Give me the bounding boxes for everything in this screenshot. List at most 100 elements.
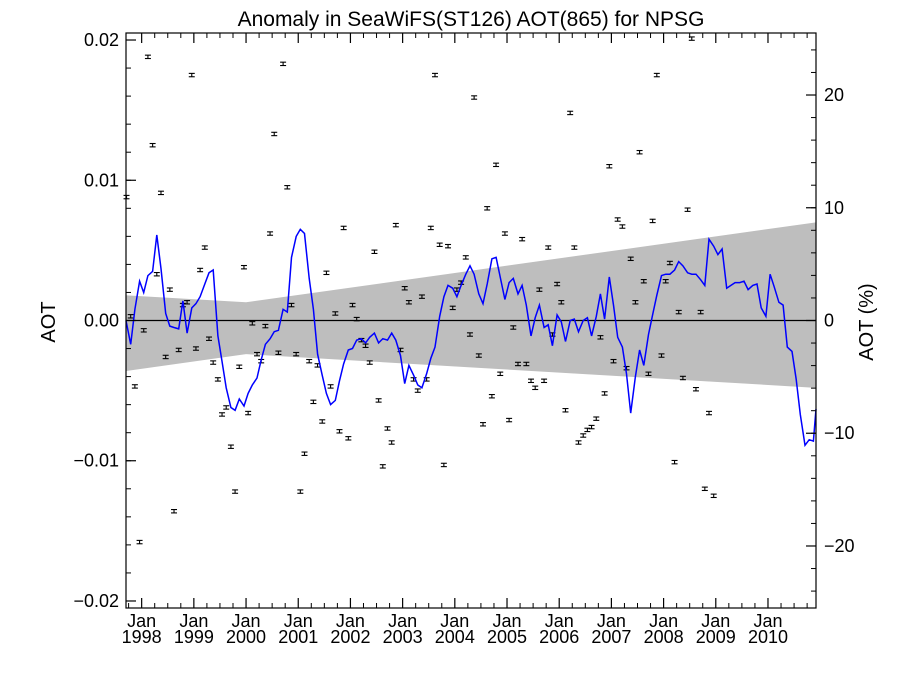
data-point: [575, 440, 582, 445]
data-point: [379, 464, 386, 469]
data-point: [440, 462, 447, 468]
data-point: [692, 386, 699, 392]
x-tick-label-month: Jan: [649, 611, 678, 631]
data-point: [384, 426, 391, 431]
data-point: [662, 278, 669, 284]
data-point: [706, 410, 713, 416]
y-tick-label-left: −0.02: [73, 591, 119, 611]
data-point: [401, 286, 408, 291]
data-point: [475, 353, 482, 358]
data-point: [610, 358, 617, 364]
data-point: [632, 300, 639, 305]
data-point: [436, 242, 443, 248]
data-point: [201, 245, 208, 250]
data-point: [327, 384, 334, 389]
data-point: [184, 300, 191, 305]
data-point: [275, 350, 282, 355]
x-tick-label-month: Jan: [179, 611, 208, 631]
x-tick-label-month: Jan: [284, 611, 313, 631]
data-point: [371, 249, 378, 255]
x-tick-label-year: 2010: [748, 627, 788, 647]
data-point: [554, 281, 561, 287]
data-point: [431, 72, 438, 78]
y-axis-right: 20 10 0 −10 −20: [806, 49, 855, 592]
x-tick-label-year: 1999: [174, 627, 214, 647]
y-tick-label-left: 0.00: [84, 311, 119, 331]
data-point: [223, 405, 230, 410]
data-point: [640, 278, 647, 284]
x-tick-label-year: 2006: [539, 627, 579, 647]
data-point: [658, 353, 665, 358]
data-point: [392, 222, 399, 228]
data-point: [336, 429, 343, 434]
data-point: [162, 354, 169, 360]
data-point: [249, 321, 256, 326]
confidence-band: [126, 222, 816, 388]
data-point: [471, 95, 478, 100]
data-point: [593, 416, 600, 421]
data-point: [466, 332, 473, 337]
data-point: [536, 287, 543, 292]
x-tick-label-year: 2000: [226, 627, 266, 647]
smoothed-series-line: [125, 228, 817, 448]
data-point: [245, 410, 252, 416]
data-point: [388, 440, 395, 445]
data-point: [580, 433, 587, 438]
data-point: [205, 336, 212, 341]
data-point: [319, 419, 326, 424]
data-point: [405, 300, 412, 305]
data-point: [271, 131, 278, 137]
data-point: [601, 391, 608, 396]
data-point: [340, 225, 347, 231]
y-tick-label-right: 10: [824, 198, 844, 218]
data-point: [519, 236, 526, 242]
y-tick-label-right: −10: [824, 423, 855, 443]
x-tick-label-month: Jan: [388, 611, 417, 631]
data-point: [462, 255, 469, 260]
y-tick-label-left: −0.01: [73, 451, 119, 471]
data-point: [267, 231, 274, 236]
data-point: [240, 264, 247, 270]
data-point: [418, 294, 425, 299]
data-point: [645, 371, 652, 377]
data-point: [445, 243, 452, 249]
y-axis-left: 0.02 0.01 0.00 −0.01 −0.02: [73, 30, 136, 611]
data-point: [306, 358, 313, 364]
data-point: [684, 207, 691, 212]
data-point: [232, 489, 239, 494]
data-point: [131, 384, 138, 389]
data-point: [636, 149, 643, 155]
data-point: [480, 422, 487, 427]
data-point: [541, 378, 548, 384]
data-point: [166, 287, 173, 292]
data-point: [488, 393, 495, 399]
data-point: [293, 351, 300, 357]
data-point: [649, 218, 656, 224]
data-point: [627, 256, 634, 262]
x-axis: Jan1998Jan1999Jan2000Jan2001Jan2002Jan20…: [122, 33, 808, 647]
data-point: [619, 224, 626, 229]
confidence-band-area: [126, 222, 816, 388]
y-tick-label-left: 0.02: [84, 30, 119, 50]
x-tick-label-month: Jan: [440, 611, 469, 631]
data-point: [175, 347, 182, 353]
data-point: [149, 142, 156, 148]
data-point: [214, 377, 221, 382]
data-point: [332, 311, 339, 316]
data-point: [136, 539, 143, 545]
x-tick-label-year: 2003: [383, 627, 423, 647]
data-point: [701, 486, 708, 492]
data-point: [562, 408, 569, 413]
data-point: [349, 302, 356, 308]
x-tick-label-month: Jan: [597, 611, 626, 631]
data-point: [288, 302, 295, 308]
x-tick-label-month: Jan: [545, 611, 574, 631]
data-point: [280, 61, 287, 67]
data-point: [301, 451, 308, 456]
data-point: [192, 346, 199, 351]
data-point: [284, 185, 291, 190]
data-point: [484, 206, 491, 211]
smoothed-series: [125, 228, 817, 448]
data-point: [528, 378, 535, 384]
data-point: [345, 436, 352, 441]
